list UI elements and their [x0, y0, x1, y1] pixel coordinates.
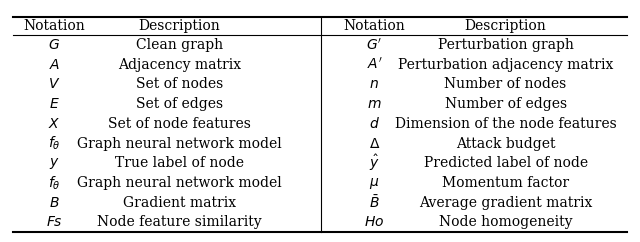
Text: $d$: $d$: [369, 116, 380, 131]
Text: Notation: Notation: [344, 19, 405, 33]
Text: Graph neural network model: Graph neural network model: [77, 176, 282, 190]
Text: Notation: Notation: [24, 19, 85, 33]
Text: Number of edges: Number of edges: [445, 97, 566, 111]
Text: Dimension of the node features: Dimension of the node features: [395, 117, 616, 131]
Text: Description: Description: [465, 19, 547, 33]
Text: $G$: $G$: [49, 38, 60, 52]
Text: Graph neural network model: Graph neural network model: [77, 136, 282, 151]
Text: Attack budget: Attack budget: [456, 136, 556, 151]
Text: $f_{\theta}$: $f_{\theta}$: [48, 135, 61, 152]
Text: $f_{\theta}$: $f_{\theta}$: [48, 174, 61, 192]
Text: Set of nodes: Set of nodes: [136, 77, 223, 91]
Text: $A$: $A$: [49, 58, 60, 72]
Text: Momentum factor: Momentum factor: [442, 176, 569, 190]
Text: $y$: $y$: [49, 156, 60, 171]
Text: Set of node features: Set of node features: [108, 117, 251, 131]
Text: $X$: $X$: [48, 117, 61, 131]
Text: True label of node: True label of node: [115, 156, 244, 170]
Text: $\Delta$: $\Delta$: [369, 136, 380, 151]
Text: Number of nodes: Number of nodes: [444, 77, 567, 91]
Text: Node feature similarity: Node feature similarity: [97, 215, 262, 229]
Text: $A'$: $A'$: [367, 57, 382, 72]
Text: Perturbation adjacency matrix: Perturbation adjacency matrix: [398, 58, 613, 72]
Text: Gradient matrix: Gradient matrix: [123, 196, 236, 210]
Text: Perturbation graph: Perturbation graph: [438, 38, 573, 52]
Text: $Fs$: $Fs$: [46, 215, 63, 229]
Text: Predicted label of node: Predicted label of node: [424, 156, 588, 170]
Text: $B$: $B$: [49, 196, 60, 210]
Text: Clean graph: Clean graph: [136, 38, 223, 52]
Text: Average gradient matrix: Average gradient matrix: [419, 196, 592, 210]
Text: $m$: $m$: [367, 97, 381, 111]
Text: $n$: $n$: [369, 77, 380, 91]
Text: Set of edges: Set of edges: [136, 97, 223, 111]
Text: $G'$: $G'$: [366, 37, 383, 53]
Text: Node homogeneity: Node homogeneity: [439, 215, 572, 229]
Text: $E$: $E$: [49, 97, 60, 111]
Text: Description: Description: [138, 19, 220, 33]
Text: $\hat{y}$: $\hat{y}$: [369, 153, 380, 174]
Text: $V$: $V$: [48, 77, 61, 91]
Text: Adjacency matrix: Adjacency matrix: [118, 58, 241, 72]
Text: $Ho$: $Ho$: [364, 215, 385, 229]
Text: $\bar{B}$: $\bar{B}$: [369, 194, 380, 211]
Text: $\mu$: $\mu$: [369, 175, 380, 190]
